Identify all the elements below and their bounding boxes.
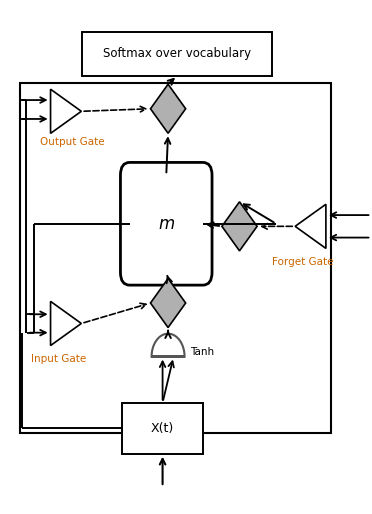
Text: Forget Gate: Forget Gate <box>272 257 334 267</box>
Bar <box>20 83 331 433</box>
Text: Output Gate: Output Gate <box>40 137 105 147</box>
Text: X(t): X(t) <box>151 422 174 435</box>
Polygon shape <box>151 279 186 327</box>
Text: m: m <box>158 215 174 233</box>
Polygon shape <box>151 84 186 133</box>
Bar <box>82 32 272 76</box>
Text: Input Gate: Input Gate <box>31 354 86 364</box>
Text: Softmax over vocabulary: Softmax over vocabulary <box>103 47 251 60</box>
Polygon shape <box>51 89 81 134</box>
Polygon shape <box>295 204 326 248</box>
Polygon shape <box>51 301 81 345</box>
FancyBboxPatch shape <box>121 162 212 285</box>
Bar <box>122 402 203 454</box>
Polygon shape <box>222 202 257 251</box>
Polygon shape <box>151 334 185 357</box>
Text: Tanh: Tanh <box>190 346 214 357</box>
